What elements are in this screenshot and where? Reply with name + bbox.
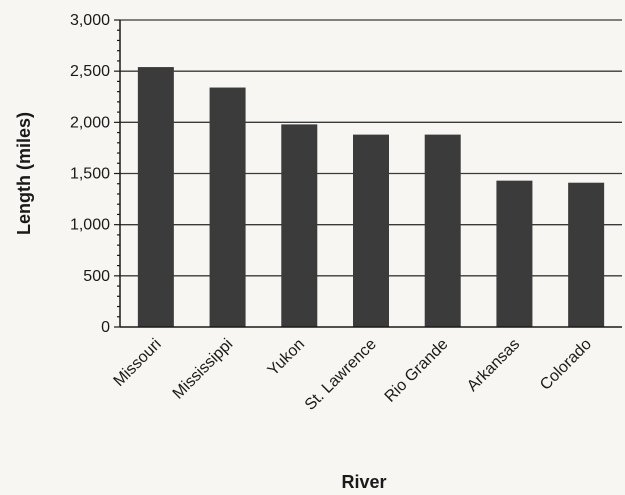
x-tick-label: Rio Grande xyxy=(382,336,452,406)
bar-colorado xyxy=(568,182,605,327)
bar-arkansas xyxy=(496,180,533,327)
x-tick-label: Mississippi xyxy=(170,336,237,403)
x-axis-title: River xyxy=(341,472,386,492)
bar-mississippi xyxy=(209,87,246,327)
x-tick-label: St. Lawrence xyxy=(302,336,380,414)
y-tick-label: 1,500 xyxy=(70,166,110,183)
y-tick-label: 500 xyxy=(83,268,110,285)
y-tick-labels: 0 500 1,000 1,500 2,000 2,500 3,000 xyxy=(70,12,110,336)
axes xyxy=(114,19,622,328)
bar-rio-grande xyxy=(424,134,461,327)
x-tick-label: Yukon xyxy=(265,336,308,379)
y-tick-label: 0 xyxy=(101,319,110,336)
bar-st-lawrence xyxy=(353,134,389,327)
x-tick-label: Missouri xyxy=(111,336,165,390)
y-tick-label: 3,000 xyxy=(70,12,110,29)
y-tick-label: 1,000 xyxy=(70,217,110,234)
y-tick-label: 2,000 xyxy=(70,114,110,131)
x-tick-label: Colorado xyxy=(537,336,595,394)
y-axis-title: Length (miles) xyxy=(14,112,34,235)
bars xyxy=(137,67,605,327)
y-tick-label: 2,500 xyxy=(70,63,110,80)
bar-missouri xyxy=(137,67,174,327)
x-tick-label: Arkansas xyxy=(464,336,523,395)
bar-yukon xyxy=(281,124,318,327)
